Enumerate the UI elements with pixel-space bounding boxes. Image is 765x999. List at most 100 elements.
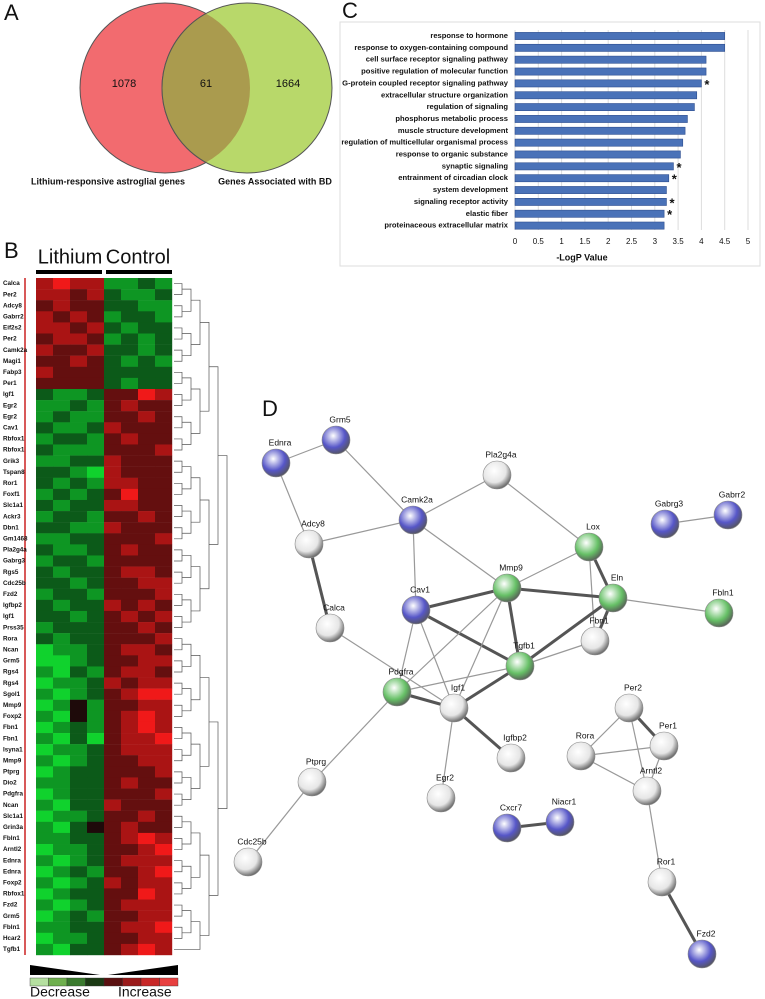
heatmap-cell <box>104 599 122 612</box>
heatmap-cell <box>36 644 54 656</box>
heatmap-cell <box>36 921 54 934</box>
network-edge <box>412 519 417 611</box>
gene-label: Calca <box>3 280 20 287</box>
heatmap-cell <box>87 688 105 700</box>
heatmap-cell <box>53 710 71 723</box>
heatmap-cell <box>87 943 105 956</box>
heatmap-cell <box>104 488 122 501</box>
x-axis-label: -LogP Value <box>556 252 607 262</box>
heatmap-cell <box>138 533 156 545</box>
heatmap-cell <box>53 655 71 667</box>
network-node <box>687 939 717 969</box>
node-label: Igf1 <box>451 682 465 692</box>
venn-caption: Genes Associated with BD <box>218 176 332 186</box>
heatmap-cell <box>53 622 71 634</box>
heatmap-cell <box>155 866 173 878</box>
x-tick-label: 0 <box>513 237 518 246</box>
node-label: Calca <box>323 602 345 612</box>
heatmap-cell <box>87 866 105 878</box>
gene-label: Prss35 <box>3 624 24 631</box>
heatmap-cell <box>87 788 105 800</box>
heatmap-cell <box>87 499 105 512</box>
heatmap-cell <box>104 755 122 767</box>
dendrogram-line <box>182 643 192 667</box>
gene-label: Fbn1 <box>3 724 19 731</box>
heatmap-cell <box>53 699 71 712</box>
dendrogram-line <box>174 926 183 939</box>
network-node <box>426 783 456 813</box>
heatmap-cell <box>138 411 156 423</box>
heatmap-cell <box>155 344 173 356</box>
heatmap-cell <box>70 666 88 678</box>
gene-label: Ackr3 <box>3 513 21 520</box>
network-node <box>492 813 522 843</box>
heatmap-cell <box>53 677 71 689</box>
heatmap-cell <box>53 921 71 934</box>
heatmap-cell <box>121 355 139 367</box>
heatmap-cell <box>87 411 105 423</box>
dendrogram-line <box>182 599 192 623</box>
venn-caption: Lithium-responsive astroglial genes <box>31 176 185 186</box>
heatmap-cell <box>87 733 105 745</box>
category-label: response to oxygen-containing compound <box>354 43 508 52</box>
heatmap-cell <box>36 688 54 700</box>
heatmap-cell <box>87 599 105 612</box>
heatmap-cell <box>104 799 122 811</box>
dendrogram-line <box>182 377 192 401</box>
heatmap-cell <box>70 710 88 723</box>
heatmap-cell <box>70 311 88 323</box>
heatmap-cell <box>138 344 156 356</box>
heatmap-cell <box>70 832 88 845</box>
heatmap-cell <box>36 422 54 434</box>
heatmap-cell <box>104 577 122 589</box>
network-edge <box>412 474 498 521</box>
heatmap-cell <box>155 644 173 656</box>
heatmap-cell <box>87 744 105 756</box>
gene-label: Fzd2 <box>3 902 18 909</box>
heatmap-cell <box>53 855 71 867</box>
bar <box>514 198 667 206</box>
venn-count: 1078 <box>112 78 136 90</box>
legend-wedge <box>108 965 178 975</box>
gene-label: Hcar2 <box>3 935 21 942</box>
node-label: Fzd2 <box>697 928 716 938</box>
heatmap-cell <box>36 411 54 423</box>
heatmap-cell <box>53 322 71 334</box>
heatmap-cell <box>104 511 122 523</box>
heatmap-cell <box>121 644 139 656</box>
bar <box>514 115 688 123</box>
heatmap-cell <box>87 910 105 922</box>
heatmap-cell <box>155 622 173 634</box>
heatmap-cell <box>87 400 105 412</box>
heatmap-cell <box>121 588 139 601</box>
heatmap-cell <box>87 422 105 434</box>
heatmap-cell <box>70 488 88 501</box>
heatmap-cell <box>121 721 139 734</box>
heatmap-cell <box>121 411 139 423</box>
heatmap-cell <box>36 366 54 379</box>
bar <box>514 67 707 76</box>
gene-label: Adcy8 <box>3 302 22 309</box>
gene-label: Magi1 <box>3 358 21 365</box>
gene-label: Fbn1 <box>3 735 19 742</box>
heatmap-cell <box>138 821 156 834</box>
network-edge <box>275 462 310 545</box>
heatmap-cell <box>53 733 71 745</box>
heatmap-cell <box>53 832 71 845</box>
heatmap-cell <box>53 888 71 900</box>
gene-label: Ednra <box>3 868 21 875</box>
bar <box>514 186 667 194</box>
heatmap-cell <box>36 566 54 578</box>
heatmap-cell <box>121 289 139 301</box>
network-node <box>294 529 324 559</box>
heatmap-cell <box>36 544 54 556</box>
dendrogram-line <box>174 505 183 517</box>
gene-label: Rora <box>3 635 18 642</box>
heatmap-cell <box>138 721 156 734</box>
heatmap-cell <box>155 799 173 811</box>
network-node <box>614 693 644 723</box>
heatmap-cell <box>36 943 54 956</box>
heatmap-cell <box>87 844 105 856</box>
heatmap-cell <box>53 455 71 467</box>
